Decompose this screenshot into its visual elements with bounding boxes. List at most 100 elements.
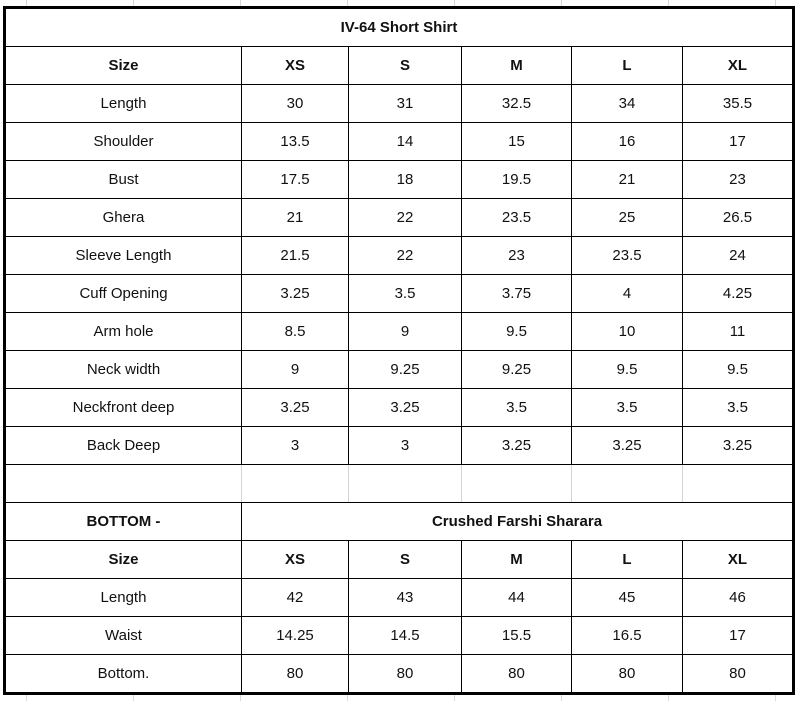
size-header: L: [571, 540, 683, 579]
table-title: Crushed Farshi Sharara: [241, 502, 794, 541]
cell: 15.5: [461, 616, 572, 655]
empty-cell: [682, 464, 794, 503]
cell: 9: [241, 350, 349, 389]
top-title-row: IV-64 Short Shirt: [4, 7, 794, 47]
cell: 16.5: [571, 616, 683, 655]
table-title: IV-64 Short Shirt: [4, 7, 794, 47]
size-label: Size: [4, 540, 242, 579]
cell: 11: [682, 312, 794, 351]
empty-cell: [241, 464, 349, 503]
row-label: Neckfront deep: [4, 388, 242, 427]
cell: 14.25: [241, 616, 349, 655]
table-row: Ghera 21 22 23.5 25 26.5: [4, 198, 794, 237]
cell: 43: [348, 578, 462, 617]
cell: 9.25: [461, 350, 572, 389]
row-label: Waist: [4, 616, 242, 655]
empty-cell: [461, 464, 572, 503]
cell: 22: [348, 198, 462, 237]
cell: 80: [682, 654, 794, 694]
cell: 44: [461, 578, 572, 617]
empty-cell: [348, 464, 462, 503]
cell: 80: [241, 654, 349, 694]
table-row: Bottom. 80 80 80 80 80: [4, 654, 794, 694]
cell: 3.5: [348, 274, 462, 313]
cell: 24: [682, 236, 794, 275]
cell: 4: [571, 274, 683, 313]
cell: 21: [571, 160, 683, 199]
cell: 25: [571, 198, 683, 237]
cell: 23.5: [571, 236, 683, 275]
cell: 3.25: [461, 426, 572, 465]
cell: 3.25: [571, 426, 683, 465]
cell: 9.5: [571, 350, 683, 389]
cell: 17.5: [241, 160, 349, 199]
row-label: Neck width: [4, 350, 242, 389]
cell: 8.5: [241, 312, 349, 351]
table-row: Sleeve Length 21.5 22 23 23.5 24: [4, 236, 794, 275]
cell: 9.5: [461, 312, 572, 351]
cell: 31: [348, 84, 462, 123]
row-label: Cuff Opening: [4, 274, 242, 313]
cell: 17: [682, 616, 794, 655]
table-row: Neck width 9 9.25 9.25 9.5 9.5: [4, 350, 794, 389]
cell: 4.25: [682, 274, 794, 313]
size-header: XL: [682, 46, 794, 85]
table-row: Back Deep 3 3 3.25 3.25 3.25: [4, 426, 794, 465]
cell: 3: [241, 426, 349, 465]
empty-cell: [4, 464, 242, 503]
cell: 26.5: [682, 198, 794, 237]
row-label: Back Deep: [4, 426, 242, 465]
cell: 3.5: [682, 388, 794, 427]
table-row: Cuff Opening 3.25 3.5 3.75 4 4.25: [4, 274, 794, 313]
cell: 46: [682, 578, 794, 617]
cell: 9.25: [348, 350, 462, 389]
cell: 80: [348, 654, 462, 694]
bottom-title-row: BOTTOM - Crushed Farshi Sharara: [4, 502, 794, 541]
cell: 9.5: [682, 350, 794, 389]
cell: 23.5: [461, 198, 572, 237]
cell: 19.5: [461, 160, 572, 199]
cell: 3.25: [241, 388, 349, 427]
size-label: Size: [4, 46, 242, 85]
cell: 15: [461, 122, 572, 161]
size-header: L: [571, 46, 683, 85]
cell: 21: [241, 198, 349, 237]
size-header: XS: [241, 540, 349, 579]
cell: 21.5: [241, 236, 349, 275]
cell: 3.25: [241, 274, 349, 313]
cell: 23: [461, 236, 572, 275]
row-label: Ghera: [4, 198, 242, 237]
cell: 13.5: [241, 122, 349, 161]
cell: 3: [348, 426, 462, 465]
table-row: Shoulder 13.5 14 15 16 17: [4, 122, 794, 161]
cell: 16: [571, 122, 683, 161]
blank-row: [4, 464, 794, 503]
cell: 34: [571, 84, 683, 123]
cell: 42: [241, 578, 349, 617]
table-row: Arm hole 8.5 9 9.5 10 11: [4, 312, 794, 351]
table-row: Length 30 31 32.5 34 35.5: [4, 84, 794, 123]
cell: 30: [241, 84, 349, 123]
cell: 14.5: [348, 616, 462, 655]
cell: 10: [571, 312, 683, 351]
size-header: M: [461, 540, 572, 579]
size-chart-table: IV-64 Short Shirt Size XS S M L XL Length 30 31 32…: [3, 6, 795, 695]
cell: 3.5: [461, 388, 572, 427]
row-label: Bottom.: [4, 654, 242, 694]
cell: 3.75: [461, 274, 572, 313]
size-header: S: [348, 540, 462, 579]
size-header: M: [461, 46, 572, 85]
top-header-row: Size XS S M L XL: [4, 46, 794, 85]
cell: 32.5: [461, 84, 572, 123]
cell: 9: [348, 312, 462, 351]
cell: 3.25: [682, 426, 794, 465]
cell: 3.5: [571, 388, 683, 427]
cell: 3.25: [348, 388, 462, 427]
cell: 35.5: [682, 84, 794, 123]
bottom-header-row: Size XS S M L XL: [4, 540, 794, 579]
cell: 45: [571, 578, 683, 617]
cell: 14: [348, 122, 462, 161]
cell: 18: [348, 160, 462, 199]
row-label: Sleeve Length: [4, 236, 242, 275]
row-label: Bust: [4, 160, 242, 199]
